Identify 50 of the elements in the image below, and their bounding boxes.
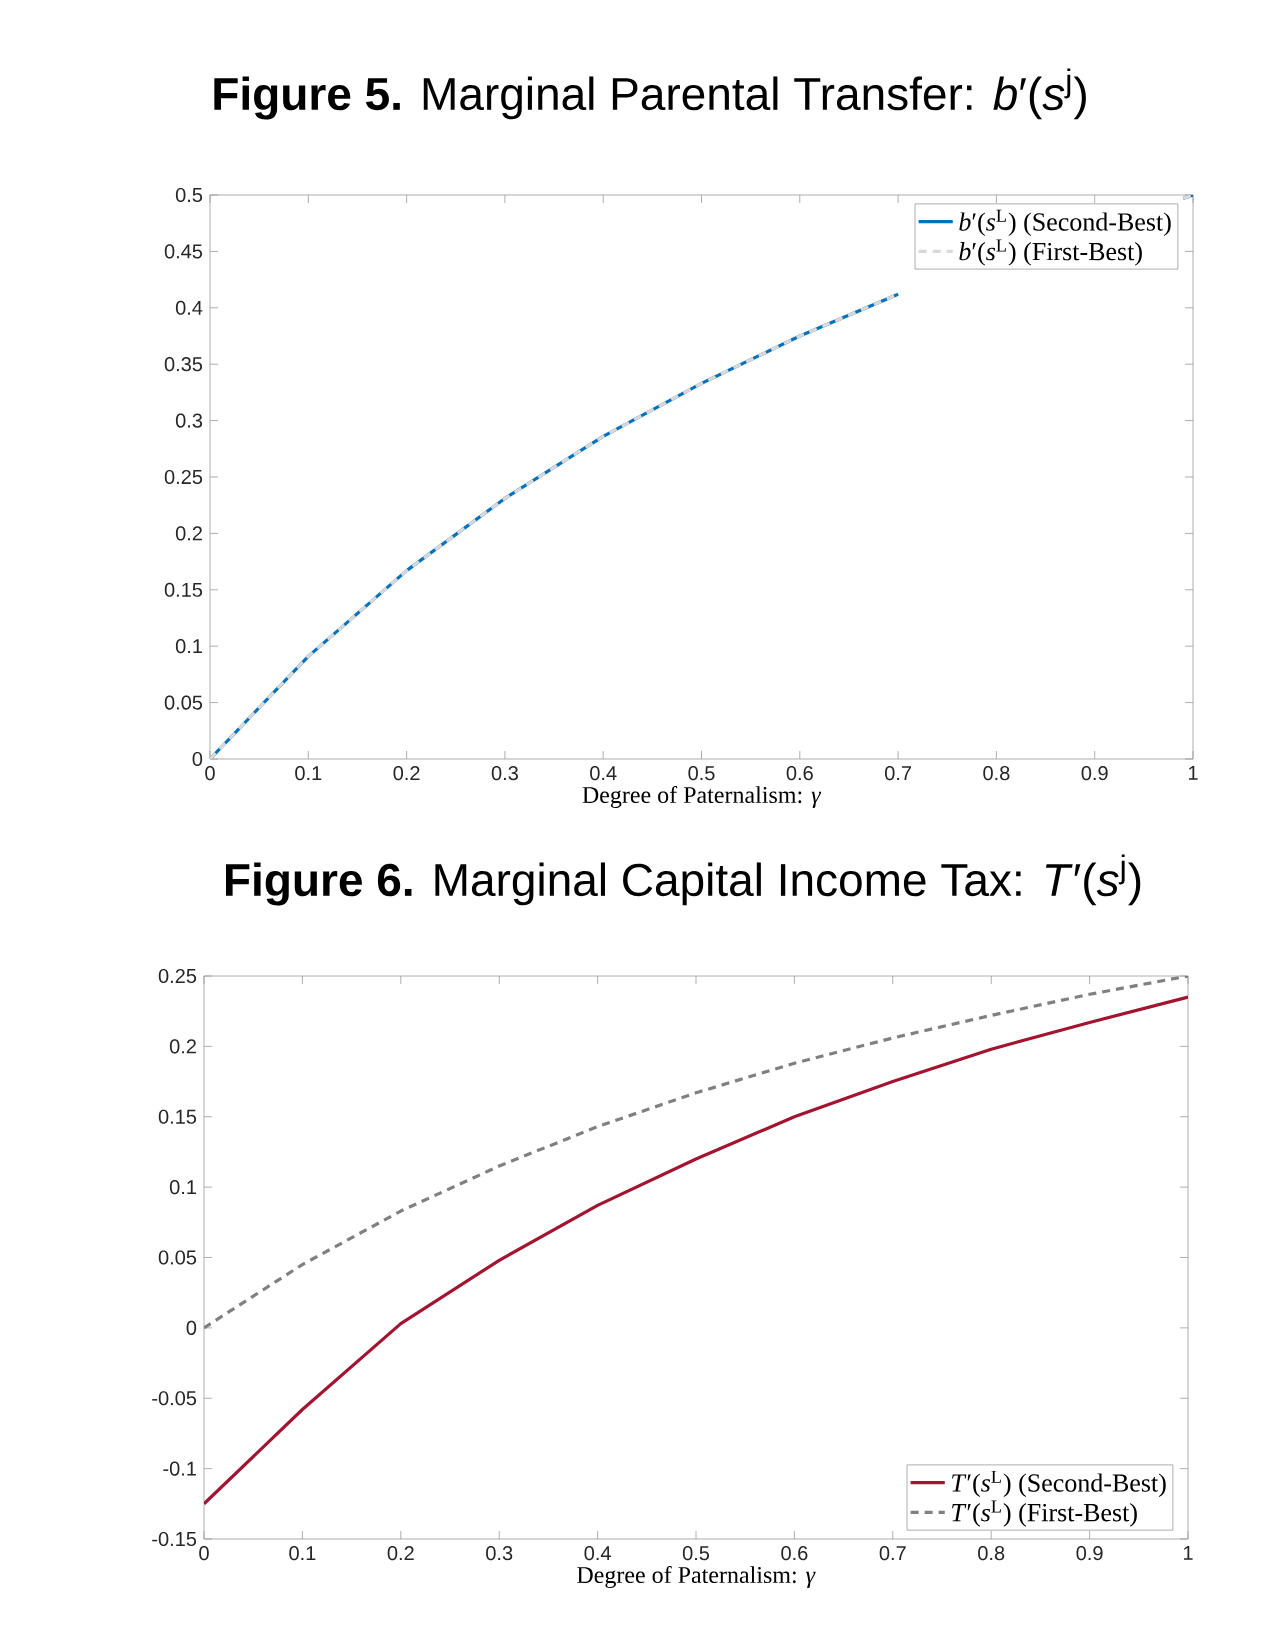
y-tick-label: -0.05: [152, 1391, 197, 1406]
y-tick-label: 0.35: [164, 357, 203, 372]
legend-label: b′(s$^{L}$) (First-Best): [959, 239, 1142, 266]
y-tick-label: 0.45: [164, 244, 203, 259]
y-tick-label: 0.5: [175, 187, 203, 203]
y-tick-label: 0.05: [164, 695, 203, 710]
y-tick-label: 0.4: [175, 300, 203, 315]
x-tick-label: 0.5: [682, 1546, 710, 1561]
y-tick-label: -0.1: [163, 1461, 196, 1476]
y-tick-label: 0.1: [169, 1180, 196, 1195]
legend-label: T′(s$^{L}$) (First-Best): [952, 1500, 1137, 1527]
x-tick-label: 0.4: [584, 1546, 611, 1561]
legend-label: T′(s$^{L}$) (Second-Best): [952, 1470, 1166, 1498]
x-tick-label: 0.8: [983, 766, 1010, 781]
y-tick-label: 0.2: [175, 526, 202, 541]
y-tick-label: 0.15: [164, 582, 203, 597]
x-tick-label: 0.8: [978, 1546, 1005, 1561]
y-tick-label: 0.3: [175, 413, 203, 428]
x-tick-label: 0: [205, 766, 215, 781]
x-tick-label: 1: [1183, 1546, 1193, 1560]
legend-label: b′(s$^{L}$) (Second-Best): [959, 209, 1171, 236]
x-tick-label: 0.1: [295, 766, 322, 781]
x-tick-label: 0.9: [1081, 766, 1108, 781]
y-tick-label: 0.2: [169, 1039, 196, 1054]
x-tick-label: 0.3: [491, 766, 518, 781]
x-axis-title: Degree of Paternalism: γ: [582, 785, 822, 809]
x-tick-label: 1: [1188, 766, 1198, 780]
x-tick-label: 0.6: [781, 1546, 808, 1561]
x-tick-label: 0.4: [590, 766, 617, 781]
x-tick-label: 0.7: [879, 1546, 906, 1561]
line-series: [204, 976, 1189, 1330]
x-tick-label: 0.3: [486, 1546, 513, 1561]
y-tick-label: 0.25: [158, 968, 197, 984]
y-tick-label: 0: [186, 1320, 197, 1335]
x-tick-label: 0.6: [786, 766, 813, 781]
x-tick-label: 0.2: [393, 766, 420, 781]
chart-title: Figure 5. Marginal Parental Transfer: b′(s$^{j}$): [214, 68, 1086, 120]
y-tick-label: -0.15: [152, 1531, 197, 1547]
x-tick-label: 0.2: [387, 1546, 414, 1561]
y-tick-label: 0.05: [158, 1250, 197, 1265]
chart-title: Figure 6. Marginal Capital Income Tax: T′(s$^{j}$): [225, 854, 1141, 906]
y-tick-label: 0.25: [164, 469, 203, 485]
y-tick-label: 0.1: [175, 639, 202, 654]
x-tick-label: 0.9: [1076, 1546, 1103, 1561]
x-tick-label: 0.5: [688, 766, 715, 781]
x-tick-label: 0.7: [884, 766, 912, 781]
x-tick-label: 0.1: [289, 1546, 316, 1561]
y-tick-label: 0.15: [158, 1109, 197, 1124]
x-axis-title: Degree of Paternalism: γ: [577, 1565, 816, 1589]
y-tick-label: 0: [192, 751, 203, 767]
